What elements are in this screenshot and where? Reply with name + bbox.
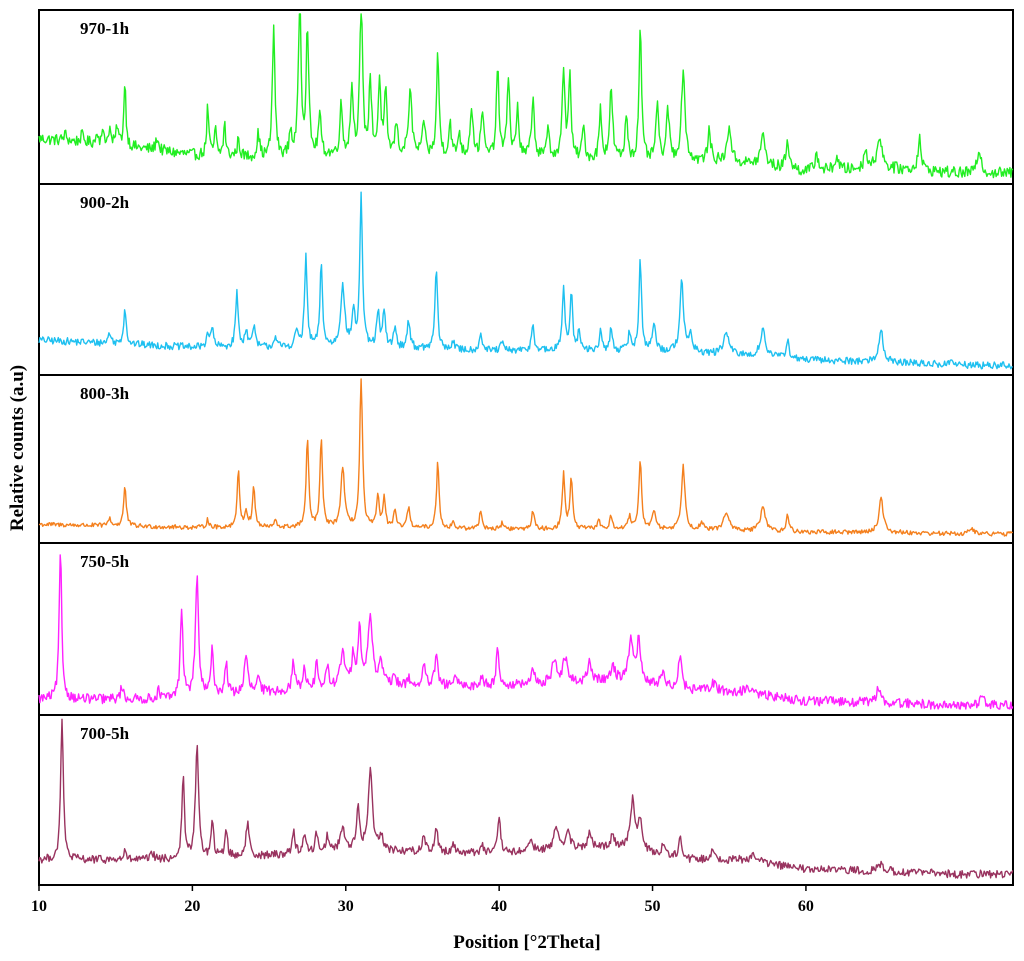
panel-900-2h: 900-2h [38, 183, 1014, 376]
panel-700-5h: 700-5h [38, 714, 1014, 886]
series-label-800-3h: 800-3h [80, 384, 130, 403]
y-axis-title: Relative counts (a.u) [7, 365, 28, 531]
panel-970-1h: 970-1h [38, 9, 1014, 185]
x-axis: 10 20 30 40 50 60 [31, 885, 814, 915]
series-970-1h [38, 13, 1014, 179]
series-label-970-1h: 970-1h [80, 19, 130, 38]
series-label-700-5h: 700-5h [80, 724, 130, 743]
x-tick-label: 50 [645, 898, 661, 915]
panel-800-3h: 800-3h [38, 374, 1014, 544]
series-700-5h [38, 718, 1014, 879]
series-label-750-5h: 750-5h [80, 552, 130, 571]
panel-frame [38, 714, 1014, 886]
series-900-2h [38, 191, 1013, 370]
panel-frame [38, 374, 1014, 544]
x-tick-label: 40 [491, 898, 507, 915]
x-tick-label: 30 [338, 898, 354, 915]
series-label-900-2h: 900-2h [80, 193, 130, 212]
panel-frame [38, 542, 1014, 716]
series-800-3h [38, 378, 1014, 537]
series-750-5h [38, 554, 1014, 710]
x-tick-label: 10 [31, 898, 47, 915]
x-tick-label: 20 [184, 898, 200, 915]
panel-750-5h: 750-5h [38, 542, 1014, 716]
panels-layer: 970-1h 900-2h 800-3h 750-5h 700-5h [38, 9, 1014, 886]
x-tick-label: 60 [798, 898, 814, 915]
x-axis-title: Position [°2Theta] [453, 932, 600, 953]
